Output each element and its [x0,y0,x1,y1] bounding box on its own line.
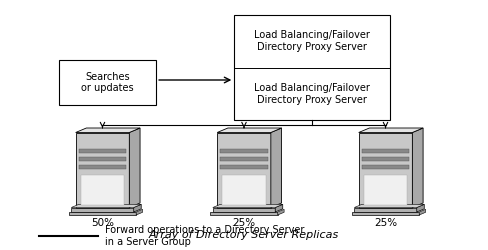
Text: 25%: 25% [374,218,397,228]
Polygon shape [217,132,271,208]
Polygon shape [69,212,136,215]
Polygon shape [364,174,407,204]
Polygon shape [76,128,140,132]
Polygon shape [79,156,126,160]
Polygon shape [271,128,282,208]
FancyBboxPatch shape [234,15,390,120]
Polygon shape [81,174,124,204]
Polygon shape [136,209,142,215]
Polygon shape [71,204,141,208]
Polygon shape [71,208,134,212]
Polygon shape [213,204,283,208]
Polygon shape [275,204,283,212]
Polygon shape [419,209,426,215]
Polygon shape [79,164,126,168]
Polygon shape [359,128,423,132]
Text: 50%: 50% [91,218,114,228]
Polygon shape [220,148,268,152]
Polygon shape [213,208,275,212]
Polygon shape [134,204,141,212]
Polygon shape [129,128,140,208]
Polygon shape [359,132,412,208]
Polygon shape [220,164,268,168]
Polygon shape [220,156,268,160]
Polygon shape [222,174,266,204]
Polygon shape [362,164,409,168]
Polygon shape [362,148,409,152]
Text: 25%: 25% [232,218,256,228]
FancyBboxPatch shape [59,60,156,105]
Polygon shape [412,128,423,208]
Polygon shape [362,156,409,160]
Polygon shape [210,212,278,215]
Text: Load Balancing/Failover
Directory Proxy Server: Load Balancing/Failover Directory Proxy … [254,83,370,104]
Polygon shape [417,204,424,212]
Polygon shape [278,209,284,215]
Polygon shape [354,204,424,208]
Polygon shape [79,148,126,152]
Text: Load Balancing/Failover
Directory Proxy Server: Load Balancing/Failover Directory Proxy … [254,30,370,52]
Text: Searches
or updates: Searches or updates [81,72,134,93]
Text: Forward operations to a Directory Server
in a Server Group: Forward operations to a Directory Server… [105,226,305,247]
Polygon shape [76,132,129,208]
Polygon shape [352,212,419,215]
Polygon shape [217,128,282,132]
Polygon shape [354,208,417,212]
Text: Array of Directory Server Replicas: Array of Directory Server Replicas [149,230,339,240]
